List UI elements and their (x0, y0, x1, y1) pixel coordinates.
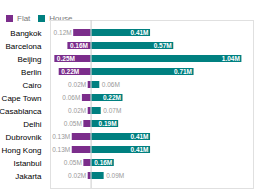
svg-text:0.57M: 0.57M (154, 42, 172, 49)
svg-text:0.22M: 0.22M (103, 94, 121, 101)
svg-text:Cairo: Cairo (22, 81, 42, 90)
svg-text:0.06M: 0.06M (62, 94, 80, 101)
svg-text:Barcelona: Barcelona (5, 42, 42, 51)
svg-text:0.22M: 0.22M (61, 68, 79, 75)
svg-text:0.06M: 0.06M (102, 81, 120, 88)
svg-text:1.04M: 1.04M (222, 55, 240, 62)
svg-text:Delhi: Delhi (23, 120, 41, 129)
svg-text:0.02M: 0.02M (68, 172, 86, 179)
svg-text:Bangkok: Bangkok (10, 29, 42, 38)
svg-text:0.13M: 0.13M (52, 133, 70, 140)
svg-text:0.16M: 0.16M (70, 42, 88, 49)
svg-text:0.12M: 0.12M (54, 29, 72, 36)
svg-text:Hong Kong: Hong Kong (1, 146, 41, 155)
svg-text:0.05M: 0.05M (64, 159, 82, 166)
svg-text:0.71M: 0.71M (174, 68, 192, 75)
svg-text:Berlin: Berlin (21, 68, 41, 77)
html-text:Flat: Flat (17, 14, 31, 23)
svg-text:Dubrovnik: Dubrovnik (5, 133, 42, 142)
svg-text:Cape Town: Cape Town (2, 94, 42, 103)
html-text:House: House (49, 14, 73, 23)
svg-text:0.13M: 0.13M (52, 146, 70, 153)
svg-text:0.19M: 0.19M (99, 120, 117, 127)
svg-text:Beijing: Beijing (17, 55, 41, 64)
svg-text:0.41M: 0.41M (130, 133, 148, 140)
svg-text:Istanbul: Istanbul (13, 159, 41, 168)
svg-text:0.16M: 0.16M (94, 159, 112, 166)
svg-text:Casablanca: Casablanca (0, 107, 42, 116)
svg-text:0.25M: 0.25M (57, 55, 75, 62)
svg-text:0.41M: 0.41M (130, 146, 148, 153)
svg-text:0.02M: 0.02M (68, 81, 86, 88)
svg-text:0.05M: 0.05M (64, 120, 82, 127)
svg-text:0.09M: 0.09M (106, 172, 124, 179)
svg-text:0.02M: 0.02M (68, 107, 86, 114)
svg-text:0.07M: 0.07M (103, 107, 121, 114)
svg-text:Jakarta: Jakarta (15, 172, 42, 181)
svg-text:0.41M: 0.41M (130, 29, 148, 36)
